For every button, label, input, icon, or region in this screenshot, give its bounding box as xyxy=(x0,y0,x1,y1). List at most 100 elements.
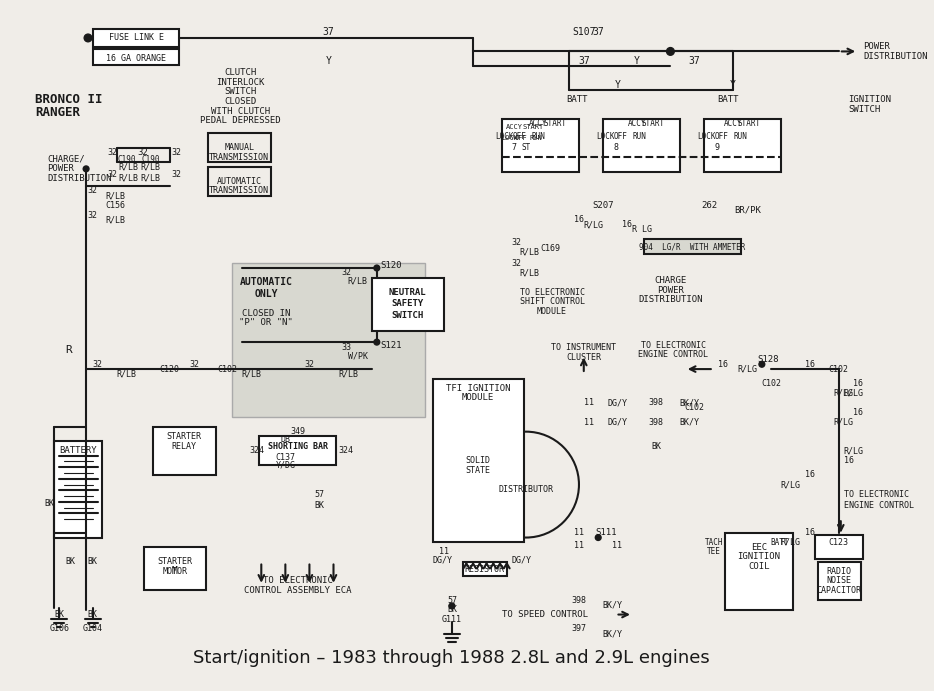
Text: ACCY: ACCY xyxy=(724,119,743,128)
Text: 32: 32 xyxy=(341,268,351,277)
Text: C120: C120 xyxy=(160,365,180,374)
Text: R/LB: R/LB xyxy=(141,174,161,183)
Bar xyxy=(92,29,179,46)
Text: CLUTCH: CLUTCH xyxy=(224,68,256,77)
Text: BATTERY: BATTERY xyxy=(60,446,97,455)
Text: ENGINE CONTROL: ENGINE CONTROL xyxy=(638,350,708,359)
Bar xyxy=(704,119,781,172)
Text: TEE: TEE xyxy=(707,547,721,556)
Text: CLOSED: CLOSED xyxy=(224,97,256,106)
Text: 32: 32 xyxy=(92,360,103,369)
Text: ACCY: ACCY xyxy=(506,124,523,129)
Text: R/LB: R/LB xyxy=(119,174,138,183)
Text: LOCK: LOCK xyxy=(502,135,518,141)
Text: 37: 37 xyxy=(592,27,604,37)
Text: 398: 398 xyxy=(572,596,587,605)
Text: NOISE: NOISE xyxy=(827,576,852,585)
Text: TO SPEED CONTROL: TO SPEED CONTROL xyxy=(502,610,588,619)
Text: TO ELECTRONIC: TO ELECTRONIC xyxy=(843,490,909,499)
Bar xyxy=(726,533,793,609)
Text: 32: 32 xyxy=(88,187,98,196)
Text: 16: 16 xyxy=(805,528,815,537)
Circle shape xyxy=(374,265,380,271)
Text: AUTOMATIC: AUTOMATIC xyxy=(240,278,292,287)
Text: 398: 398 xyxy=(648,398,663,407)
Text: SOLID: SOLID xyxy=(465,456,490,465)
Text: NEUTRAL: NEUTRAL xyxy=(389,287,427,296)
Bar xyxy=(502,119,579,172)
Text: SAFETY: SAFETY xyxy=(391,299,424,308)
Text: DISTRIBUTION: DISTRIBUTION xyxy=(863,52,927,61)
Circle shape xyxy=(449,603,455,609)
Text: R/LB: R/LB xyxy=(119,162,138,171)
Text: G111: G111 xyxy=(442,615,462,624)
Text: AUTOMATIC: AUTOMATIC xyxy=(217,177,262,186)
Text: 33: 33 xyxy=(341,343,351,352)
Text: C190: C190 xyxy=(118,155,135,164)
Text: RUN: RUN xyxy=(734,131,747,141)
Text: Y: Y xyxy=(326,56,332,66)
Text: 16: 16 xyxy=(843,456,854,465)
Bar xyxy=(233,263,425,417)
Text: 37: 37 xyxy=(688,56,700,66)
Text: MOTOR: MOTOR xyxy=(163,567,187,576)
Text: FUSE LINK E: FUSE LINK E xyxy=(108,33,163,42)
Text: START: START xyxy=(738,119,761,128)
Text: BK: BK xyxy=(651,442,661,451)
Text: R LG: R LG xyxy=(631,225,652,234)
Text: START: START xyxy=(642,119,665,128)
Text: 37: 37 xyxy=(578,56,589,66)
Text: C102: C102 xyxy=(218,365,237,374)
Text: 32: 32 xyxy=(189,360,199,369)
Text: R/LG: R/LG xyxy=(584,220,603,229)
Text: SWITCH: SWITCH xyxy=(224,87,256,96)
Text: SWITCH: SWITCH xyxy=(848,104,881,114)
Text: S111: S111 xyxy=(595,528,616,537)
Text: R/LG: R/LG xyxy=(834,388,854,397)
Text: R/LG: R/LG xyxy=(781,480,800,489)
Bar xyxy=(208,167,271,196)
Text: R/LG: R/LG xyxy=(834,417,854,426)
Text: POWER: POWER xyxy=(48,164,75,173)
Text: BK: BK xyxy=(88,610,98,619)
Text: BK: BK xyxy=(54,610,64,619)
Text: C123: C123 xyxy=(828,538,849,547)
Text: DB: DB xyxy=(280,435,290,444)
Text: RELAY: RELAY xyxy=(172,442,197,451)
Text: IGNITION: IGNITION xyxy=(848,95,891,104)
Text: RUN: RUN xyxy=(531,131,545,141)
Text: EEC: EEC xyxy=(751,542,767,551)
Text: TO ELECTRONIC: TO ELECTRONIC xyxy=(641,341,706,350)
Text: TFI IGNITION: TFI IGNITION xyxy=(446,384,510,393)
Text: 32: 32 xyxy=(512,258,521,267)
Text: 324: 324 xyxy=(338,446,353,455)
Text: LOCK: LOCK xyxy=(597,131,616,141)
Text: TO ELECTRONIC: TO ELECTRONIC xyxy=(519,287,585,296)
Circle shape xyxy=(84,34,92,41)
Text: S107: S107 xyxy=(572,27,596,37)
Text: R/LB: R/LB xyxy=(338,370,358,379)
Text: TRANSMISSION: TRANSMISSION xyxy=(209,187,269,196)
Bar xyxy=(432,379,524,542)
Text: 397: 397 xyxy=(572,625,587,634)
Text: COIL: COIL xyxy=(748,562,770,571)
Text: 16: 16 xyxy=(622,220,632,229)
Text: R/LG: R/LG xyxy=(843,446,864,455)
Text: G106: G106 xyxy=(50,625,69,634)
Text: START: START xyxy=(544,119,566,128)
Bar xyxy=(644,239,741,254)
Text: CLUSTER: CLUSTER xyxy=(566,353,601,362)
Text: Y: Y xyxy=(634,56,640,66)
Text: WITH CLUTCH: WITH CLUTCH xyxy=(210,106,270,115)
Bar xyxy=(603,119,680,172)
Text: RUN: RUN xyxy=(530,135,542,141)
Text: PEDAL DEPRESSED: PEDAL DEPRESSED xyxy=(200,116,280,125)
Text: 16: 16 xyxy=(853,408,863,417)
Text: 32: 32 xyxy=(137,148,149,157)
Text: BR/PK: BR/PK xyxy=(734,206,761,215)
Text: 32: 32 xyxy=(304,360,315,369)
Text: BK: BK xyxy=(45,500,54,509)
Bar xyxy=(153,427,216,475)
Text: 32: 32 xyxy=(107,148,117,157)
Text: 11: 11 xyxy=(584,417,594,426)
